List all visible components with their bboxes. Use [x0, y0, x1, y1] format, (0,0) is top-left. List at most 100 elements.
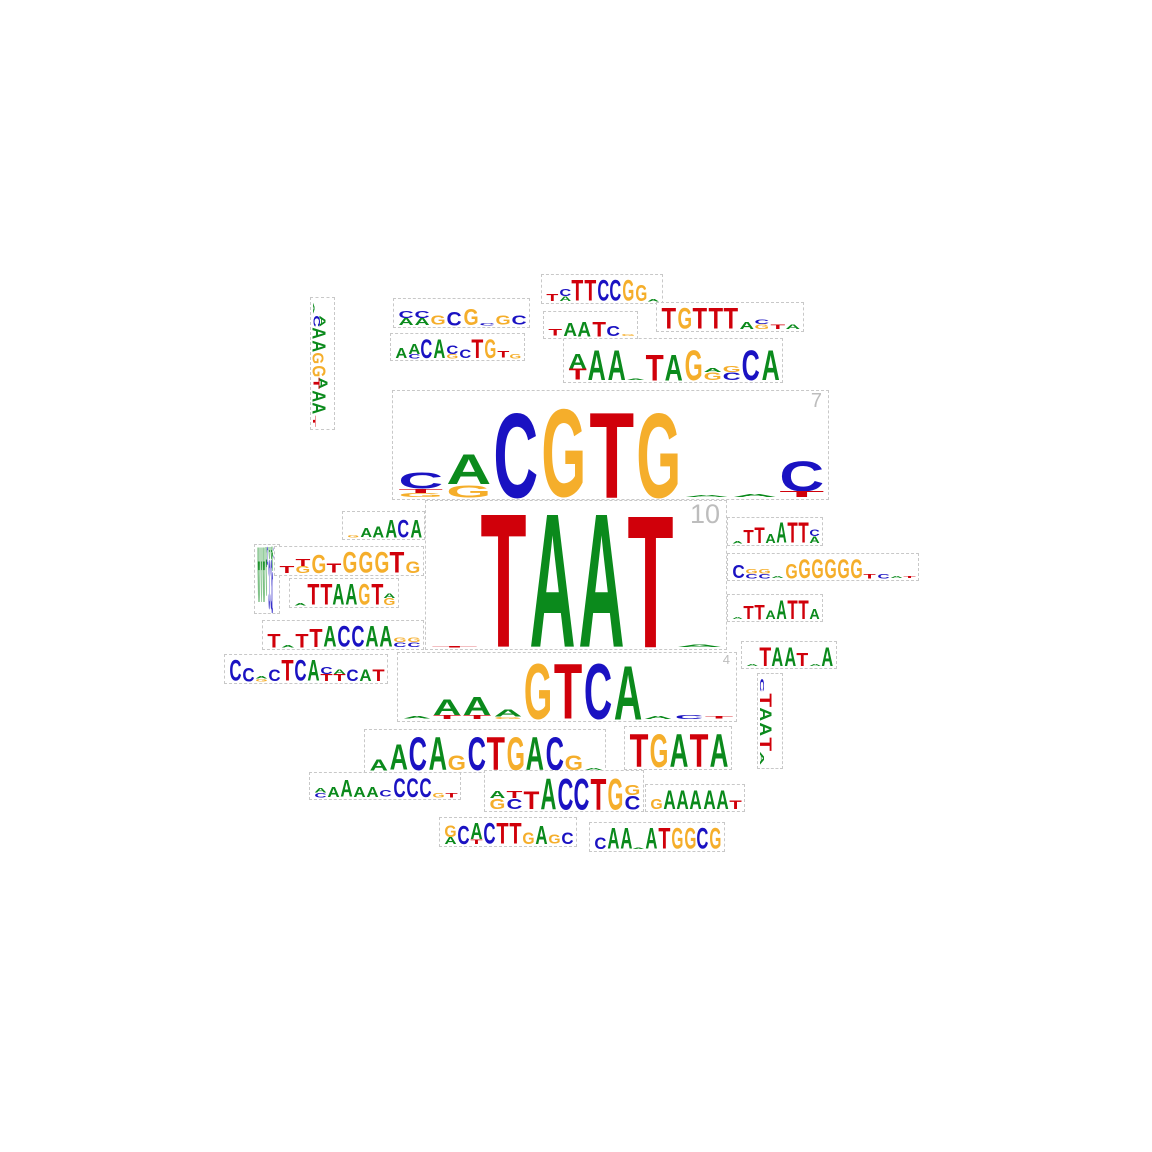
svg-text:T: T	[787, 517, 797, 546]
svg-text:G: G	[635, 282, 647, 304]
logo-position: A	[310, 327, 332, 340]
logo-position: A	[385, 514, 398, 539]
logo-position: G	[447, 732, 467, 772]
logo-position: T	[645, 341, 664, 382]
logo-position: A	[587, 341, 606, 382]
svg-text:A: A	[433, 696, 461, 721]
svg-text:A: A	[408, 341, 420, 358]
letter-C: C	[242, 663, 255, 683]
svg-text:A: A	[772, 575, 784, 578]
letter-A: A	[314, 787, 327, 794]
logo-position: A	[821, 642, 834, 668]
logo-position: T	[798, 518, 809, 545]
svg-text:A: A	[294, 602, 306, 606]
logo-position: G	[430, 301, 446, 327]
letter-A: A	[372, 524, 384, 539]
letter-A: A	[385, 515, 397, 539]
letter-A: A	[272, 544, 274, 577]
letter-T: T	[333, 673, 346, 683]
logo-position: A	[771, 556, 784, 578]
svg-text:A: A	[732, 617, 743, 620]
logo-position: T	[590, 771, 607, 811]
letter-C: C	[574, 771, 590, 811]
svg-text:A: A	[765, 608, 776, 621]
logo-position: G	[405, 549, 421, 576]
svg-text:G: G	[406, 559, 421, 576]
logo-position: A	[709, 727, 729, 769]
svg-text:C: C	[406, 772, 418, 800]
svg-text:A: A	[257, 544, 259, 614]
svg-text:G: G	[565, 752, 583, 773]
svg-text:G: G	[621, 333, 635, 336]
logo-position: C	[561, 820, 574, 846]
logo-position: T	[629, 727, 649, 769]
logo-position: G	[509, 336, 522, 359]
letter-C: C	[877, 573, 890, 580]
letter-A: A	[670, 727, 689, 769]
letter-T: T	[787, 595, 798, 621]
svg-text:A: A	[315, 377, 330, 389]
logo-position: A	[643, 655, 673, 720]
logo-position: C	[406, 772, 419, 800]
logo-position: C	[492, 391, 540, 499]
logo-position: G	[564, 732, 584, 773]
svg-text:G: G	[393, 637, 406, 644]
letter-A: A	[359, 666, 371, 683]
letter-A: A	[822, 642, 834, 668]
logo-position: A	[776, 595, 787, 621]
letter-A: A	[684, 494, 729, 497]
svg-text:T: T	[743, 603, 753, 622]
letter-C: C	[393, 641, 406, 648]
letter-A: A	[786, 324, 801, 331]
sequence-logo-6: CCACACACAAAAAA	[254, 544, 280, 614]
svg-text:A: A	[809, 535, 819, 546]
letter-A: A	[367, 783, 379, 799]
logo-position: G	[621, 314, 636, 336]
logo-position: A	[369, 732, 389, 772]
letter-T: T	[708, 304, 723, 331]
logo-position: A	[395, 336, 408, 360]
svg-text:T: T	[307, 579, 319, 608]
letter-G: G	[446, 482, 491, 499]
logo-position: G	[684, 823, 697, 851]
letter-C: C	[506, 796, 522, 811]
letter-A: A	[809, 606, 819, 621]
letter-A: A	[360, 526, 372, 539]
letter-C: C	[625, 792, 641, 811]
svg-text:T: T	[523, 787, 539, 812]
svg-text:A: A	[786, 324, 801, 331]
letter-T: T	[309, 623, 322, 649]
letter-A: A	[626, 379, 644, 381]
svg-text:C: C	[759, 678, 765, 692]
svg-text:A: A	[757, 722, 775, 736]
svg-text:G: G	[490, 796, 506, 812]
letter-T: T	[463, 714, 491, 720]
svg-text:A: A	[433, 333, 445, 361]
letter-T: T	[320, 673, 333, 683]
logo-position: T	[754, 520, 765, 545]
letter-A: A	[648, 298, 660, 302]
letter-C: C	[459, 348, 471, 360]
letter-A: A	[559, 295, 572, 303]
svg-text:A: A	[746, 663, 758, 666]
svg-text:G: G	[838, 553, 850, 581]
logo-position: C	[393, 773, 406, 799]
letter-A: A	[395, 345, 407, 360]
letter-T: T	[523, 787, 539, 811]
logo-position: T	[320, 579, 333, 607]
letter-A: A	[493, 708, 521, 720]
letter-A: A	[389, 737, 407, 772]
logo-position: T	[754, 597, 765, 621]
logo-position: A	[389, 732, 409, 772]
